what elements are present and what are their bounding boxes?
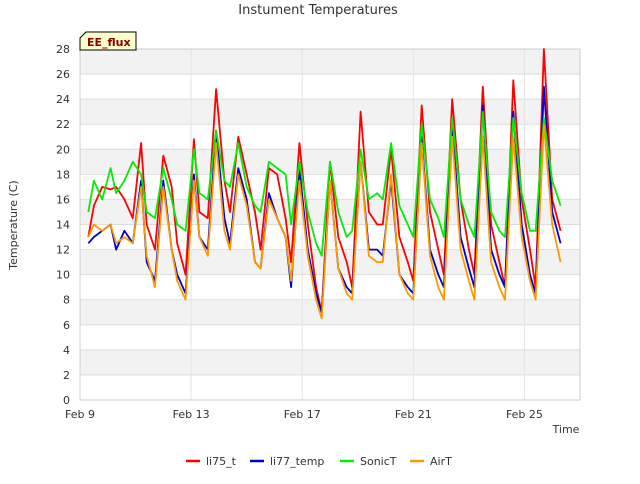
y-tick-label: 4 — [63, 344, 70, 357]
y-tick-label: 18 — [56, 168, 70, 181]
y-tick-label: 28 — [56, 43, 70, 56]
y-tick-label: 10 — [56, 269, 70, 282]
x-axis-label: Time — [552, 423, 580, 436]
y-tick-label: 6 — [63, 319, 70, 332]
y-tick-label: 12 — [56, 244, 70, 257]
y-tick-label: 8 — [63, 294, 70, 307]
x-tick-label: Feb 17 — [284, 408, 321, 421]
y-tick-label: 0 — [63, 394, 70, 407]
y-tick-label: 16 — [56, 193, 70, 206]
y-tick-label: 2 — [63, 369, 70, 382]
y-tick-label: 20 — [56, 143, 70, 156]
legend-label: li75_t — [206, 455, 237, 468]
legend-label: AirT — [430, 455, 452, 468]
legend-label: li77_temp — [270, 455, 324, 468]
legend: li75_t li77_temp SonicT AirT — [186, 455, 452, 468]
legend-label: SonicT — [360, 455, 397, 468]
x-tick-label: Feb 13 — [173, 408, 210, 421]
badge-label: EE_flux — [87, 36, 131, 49]
y-tick-label: 26 — [56, 68, 70, 81]
x-tick-label: Feb 9 — [65, 408, 95, 421]
ee-flux-badge: EE_flux — [79, 31, 137, 51]
x-tick-label: Feb 25 — [506, 408, 543, 421]
y-tick-label: 22 — [56, 118, 70, 131]
y-tick-label: 24 — [56, 93, 70, 106]
series-layer — [87, 48, 562, 320]
chart-title: Instument Temperatures — [238, 3, 398, 18]
y-tick-label: 14 — [56, 219, 70, 232]
plot-band — [80, 199, 580, 225]
series-line-sonict — [87, 110, 562, 257]
plot-band — [80, 49, 580, 75]
plot-frame — [79, 48, 581, 401]
plot-band — [80, 299, 580, 325]
y-axis-label: Temperature (C) — [7, 180, 20, 270]
x-tick-label: Feb 21 — [395, 408, 432, 421]
series-line-airt — [87, 123, 562, 320]
plot-band — [80, 349, 580, 375]
plot-band — [80, 99, 580, 125]
